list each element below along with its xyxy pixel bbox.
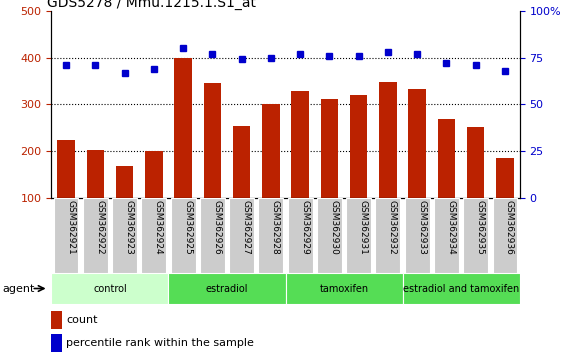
Bar xyxy=(168,273,286,304)
Bar xyxy=(350,95,368,198)
Text: GSM362925: GSM362925 xyxy=(183,200,192,255)
Bar xyxy=(203,83,221,198)
FancyBboxPatch shape xyxy=(405,198,429,273)
Bar xyxy=(51,311,62,329)
FancyBboxPatch shape xyxy=(200,198,225,273)
Bar xyxy=(51,273,168,304)
Text: estradiol and tamoxifen: estradiol and tamoxifen xyxy=(403,284,519,293)
Bar xyxy=(51,334,62,352)
FancyBboxPatch shape xyxy=(376,198,400,273)
Text: GSM362924: GSM362924 xyxy=(154,200,163,255)
Bar xyxy=(116,166,133,198)
Text: GSM362930: GSM362930 xyxy=(329,200,339,255)
Text: GSM362935: GSM362935 xyxy=(476,200,485,255)
FancyBboxPatch shape xyxy=(112,198,137,273)
Text: GSM362921: GSM362921 xyxy=(66,200,75,255)
Bar xyxy=(379,82,397,198)
Text: GSM362926: GSM362926 xyxy=(212,200,222,255)
Text: GSM362922: GSM362922 xyxy=(95,200,104,255)
Text: estradiol: estradiol xyxy=(206,284,248,293)
FancyBboxPatch shape xyxy=(54,198,78,273)
Text: GSM362927: GSM362927 xyxy=(242,200,251,255)
Bar xyxy=(408,90,426,198)
Text: control: control xyxy=(93,284,127,293)
FancyBboxPatch shape xyxy=(171,198,195,273)
Bar xyxy=(286,273,403,304)
Text: GSM362931: GSM362931 xyxy=(359,200,368,255)
Text: GDS5278 / Mmu.1215.1.S1_at: GDS5278 / Mmu.1215.1.S1_at xyxy=(47,0,256,10)
Bar xyxy=(403,273,520,304)
Text: GSM362928: GSM362928 xyxy=(271,200,280,255)
FancyBboxPatch shape xyxy=(317,198,342,273)
Bar xyxy=(321,99,338,198)
Bar xyxy=(496,158,514,198)
Text: GSM362934: GSM362934 xyxy=(447,200,456,255)
Bar xyxy=(57,139,75,198)
Text: agent: agent xyxy=(3,284,35,293)
Bar xyxy=(438,119,455,198)
Bar xyxy=(262,104,280,198)
FancyBboxPatch shape xyxy=(259,198,283,273)
Text: GSM362923: GSM362923 xyxy=(124,200,134,255)
FancyBboxPatch shape xyxy=(346,198,371,273)
Bar xyxy=(174,57,192,198)
Text: count: count xyxy=(66,315,98,325)
FancyBboxPatch shape xyxy=(142,198,166,273)
FancyBboxPatch shape xyxy=(229,198,254,273)
Text: GSM362933: GSM362933 xyxy=(417,200,426,255)
Bar xyxy=(145,152,163,198)
FancyBboxPatch shape xyxy=(288,198,312,273)
Text: GSM362932: GSM362932 xyxy=(388,200,397,255)
Bar xyxy=(86,150,104,198)
Text: GSM362936: GSM362936 xyxy=(505,200,514,255)
FancyBboxPatch shape xyxy=(463,198,488,273)
FancyBboxPatch shape xyxy=(434,198,459,273)
Text: GSM362929: GSM362929 xyxy=(300,200,309,255)
FancyBboxPatch shape xyxy=(83,198,108,273)
Bar xyxy=(467,127,484,198)
Bar xyxy=(233,126,250,198)
Text: percentile rank within the sample: percentile rank within the sample xyxy=(66,338,254,348)
Text: tamoxifen: tamoxifen xyxy=(319,284,369,293)
Bar xyxy=(291,91,309,198)
FancyBboxPatch shape xyxy=(493,198,517,273)
